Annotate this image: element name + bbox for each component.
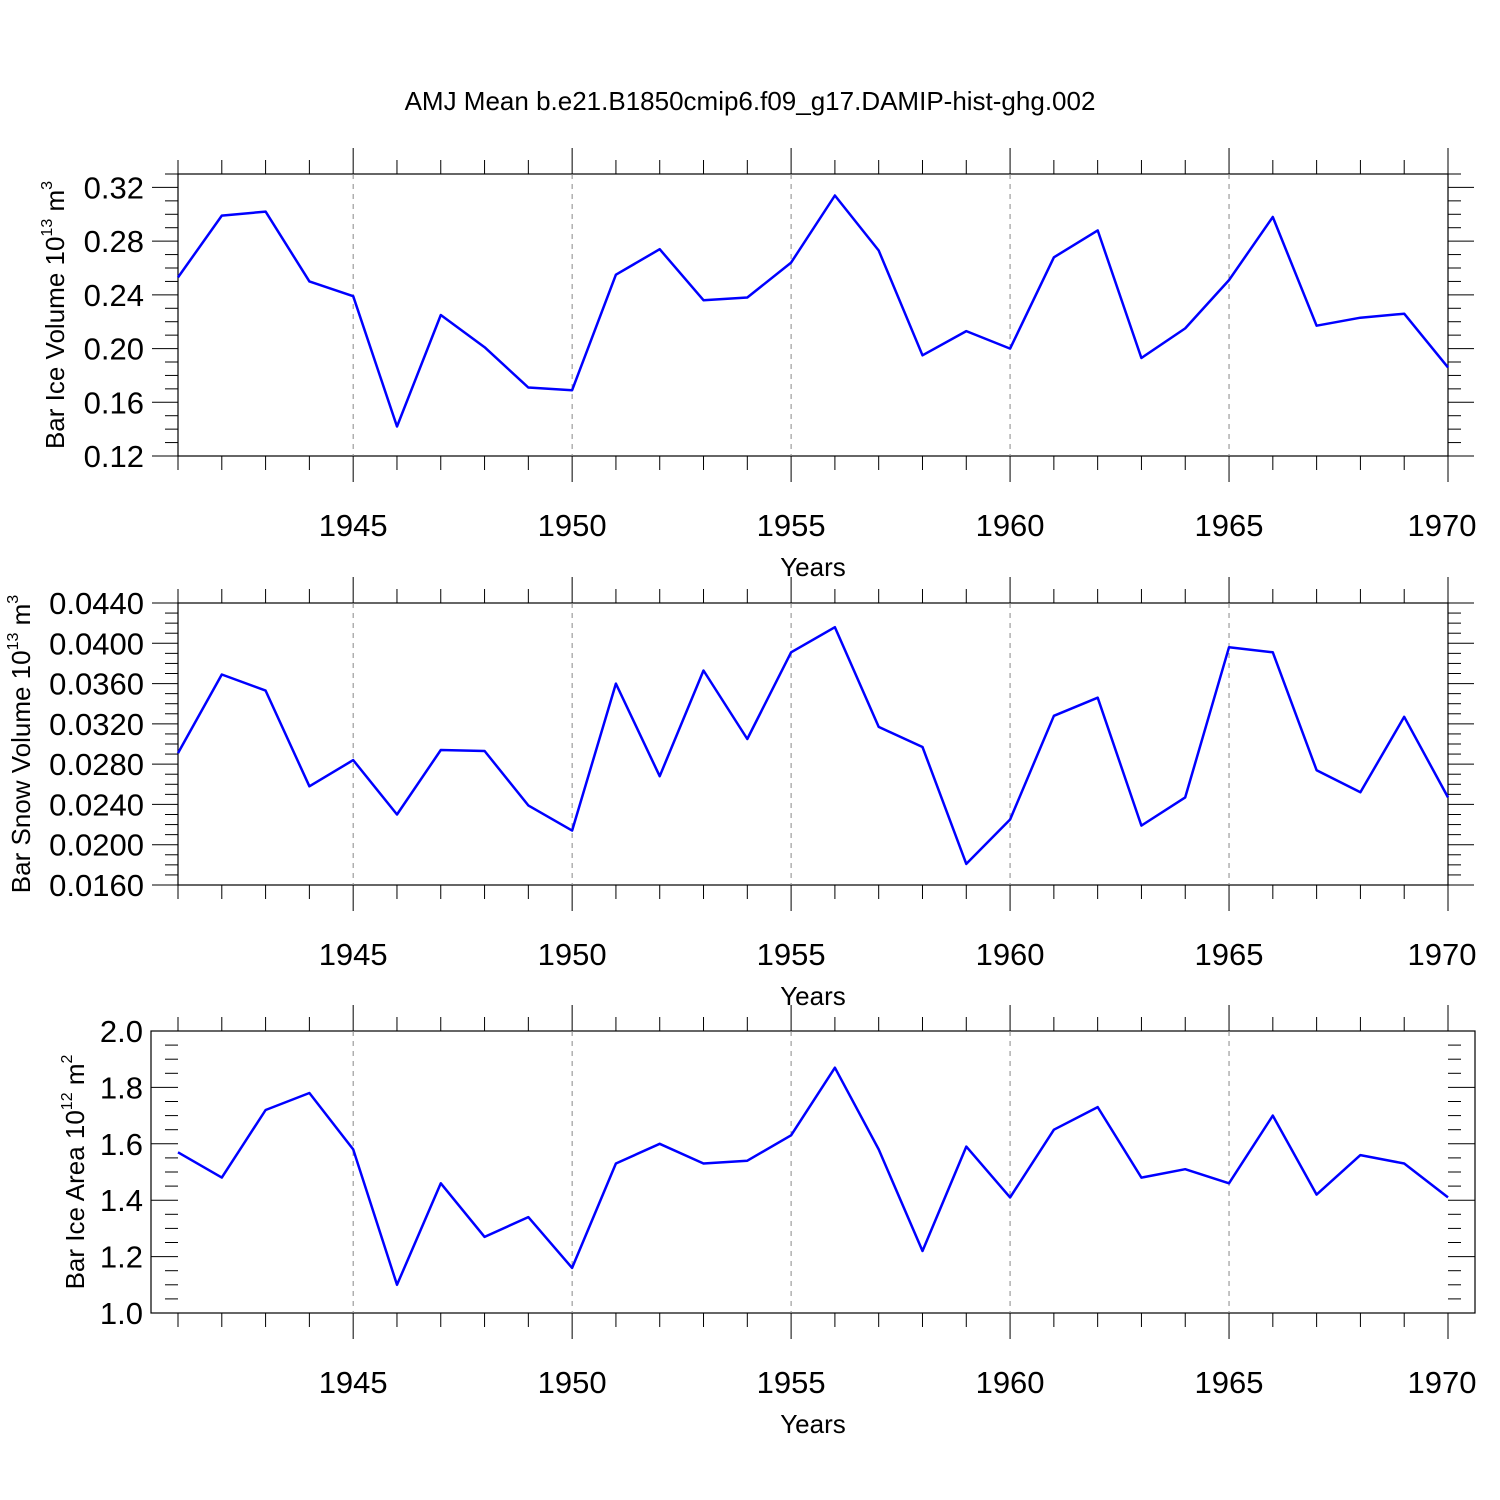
panel-2: 0.0160 0.0200 0.0240 0.0280 0.0320 0.0360 0.04… <box>5 577 1476 1011</box>
plot-frame <box>177 602 1449 886</box>
y-tick-label: 0.0320 <box>49 707 144 742</box>
panel-3: 1.0 1.2 1.4 1.6 1.8 2.0 1945 1950 1955 1960 1965 19… <box>59 1005 1476 1439</box>
x-axis-title: Years <box>780 552 846 582</box>
y-tick-label: 1.0 <box>100 1296 143 1331</box>
x-tick-label: 1945 <box>319 937 388 972</box>
x-tick-label: 1960 <box>976 1365 1045 1400</box>
y-tick-label: 0.0240 <box>49 787 144 822</box>
y-tick-label: 1.6 <box>100 1127 143 1162</box>
x-tick-label: 1965 <box>1195 1365 1264 1400</box>
y-axis-title-text: m <box>40 190 70 219</box>
series-line <box>176 194 1449 428</box>
y-tick-label: 0.0280 <box>49 747 144 782</box>
y-tick-label: 0.16 <box>84 385 144 420</box>
y-axis-title-text: Bar Ice Volume 10 <box>40 237 70 449</box>
y-tick-label: 0.24 <box>84 278 144 313</box>
y-tick-label: 0.20 <box>84 332 144 367</box>
y-tick-label: 0.12 <box>84 439 144 474</box>
y-tick-label: 2.0 <box>100 1014 143 1049</box>
y-tick-label: 1.8 <box>100 1070 143 1105</box>
y-tick-label: 0.28 <box>84 224 144 259</box>
y-tick-label: 1.2 <box>100 1240 143 1275</box>
x-axis-title: Years <box>780 981 846 1011</box>
x-tick-label: 1960 <box>976 508 1045 543</box>
y-axis-title: Bar Ice Area 1012 m2 <box>59 1054 90 1289</box>
x-axis-title: Years <box>780 1409 846 1439</box>
y-tick-label: 0.0160 <box>49 868 144 903</box>
y-axis-title: Bar Ice Volume 1013 m3 <box>39 181 70 449</box>
x-tick-label: 1965 <box>1195 937 1264 972</box>
x-tick-label: 1965 <box>1195 508 1264 543</box>
y-axis-title: Bar Snow Volume 1013 m3 <box>5 595 36 894</box>
x-tick-label: 1960 <box>976 937 1045 972</box>
y-tick-label: 0.0200 <box>49 828 144 863</box>
y-axis-title-superscript: 13 <box>5 632 22 650</box>
panel-1: 0.12 0.16 0.20 0.24 0.28 0.32 1945 1950 1955 1960… <box>39 148 1476 582</box>
y-tick-label: 0.0360 <box>49 667 144 702</box>
y-axis-title-superscript: 2 <box>59 1054 76 1063</box>
y-axis-title-superscript: 3 <box>5 595 22 604</box>
x-tick-label: 1970 <box>1408 508 1477 543</box>
y-tick-label: 0.0440 <box>49 586 144 621</box>
x-tick-label: 1945 <box>319 508 388 543</box>
plot-frame <box>150 1030 1476 1314</box>
series-line <box>176 625 1450 866</box>
series-line <box>177 1066 1449 1287</box>
x-tick-label: 1950 <box>538 1365 607 1400</box>
y-axis-title-superscript: 13 <box>39 219 56 237</box>
y-axis-title-superscript: 3 <box>39 181 56 190</box>
y-axis-title-text: m <box>6 604 36 633</box>
chart-title: AMJ Mean b.e21.B1850cmip6.f09_g17.DAMIP-… <box>405 86 1096 116</box>
y-axis-title-superscript: 12 <box>59 1092 76 1110</box>
x-tick-label: 1950 <box>538 937 607 972</box>
y-tick-label: 0.32 <box>84 170 144 205</box>
plot-frame <box>177 173 1449 457</box>
y-axis-title-text: Bar Snow Volume 10 <box>6 650 36 893</box>
x-tick-label: 1955 <box>757 937 826 972</box>
x-tick-label: 1955 <box>757 1365 826 1400</box>
x-tick-label: 1950 <box>538 508 607 543</box>
x-tick-label: 1970 <box>1408 1365 1477 1400</box>
y-tick-label: 1.4 <box>100 1183 143 1218</box>
x-tick-label: 1970 <box>1408 937 1477 972</box>
y-axis-title-text: Bar Ice Area 10 <box>60 1110 90 1289</box>
y-tick-label: 0.0400 <box>49 626 144 661</box>
x-tick-label: 1945 <box>319 1365 388 1400</box>
y-axis-title-text: m <box>60 1063 90 1092</box>
x-tick-label: 1955 <box>757 508 826 543</box>
